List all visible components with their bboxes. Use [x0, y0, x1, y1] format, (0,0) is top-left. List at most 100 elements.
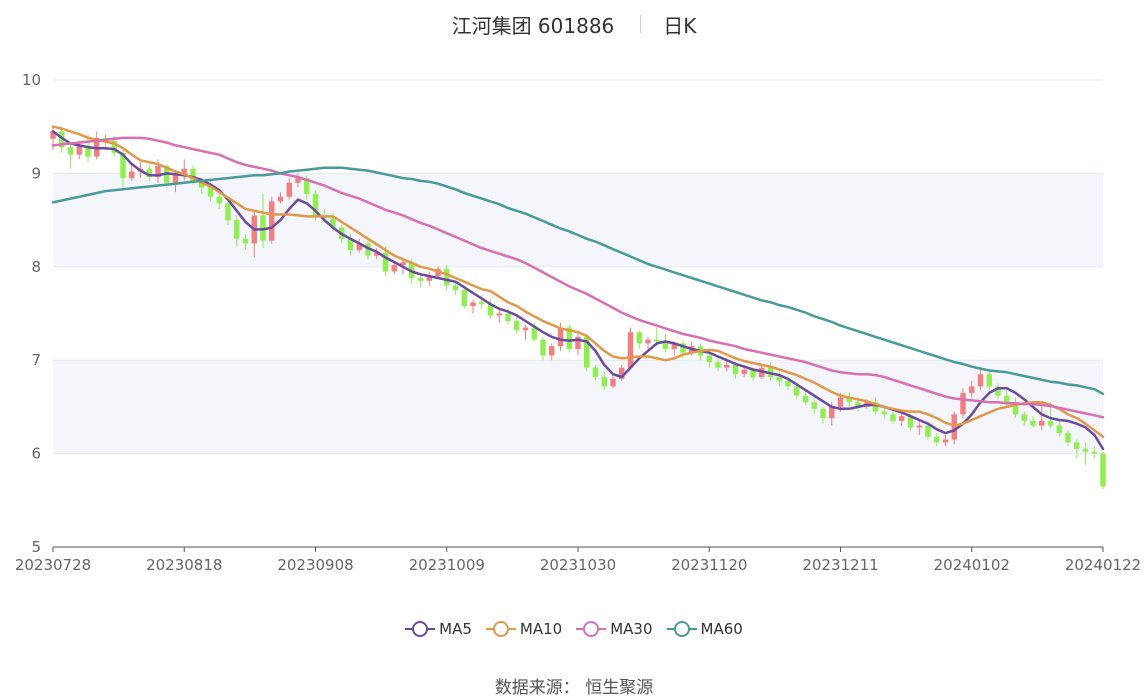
candle-body	[934, 436, 940, 443]
candle-body	[347, 238, 354, 250]
candle-body	[776, 377, 782, 381]
candle-body	[741, 369, 747, 375]
legend-item-ma30[interactable]: MA30	[576, 620, 653, 638]
legend-label-ma10: MA10	[519, 620, 563, 638]
candle-body	[1100, 453, 1106, 487]
candle-body	[111, 140, 117, 153]
candle-body	[960, 392, 966, 415]
candle-body	[312, 193, 319, 216]
candle-body	[995, 386, 1001, 396]
candle-body	[207, 187, 214, 197]
candle-body	[382, 252, 389, 272]
x-tick-label: 20240102	[934, 556, 1010, 574]
candle-body	[951, 414, 957, 440]
x-tick-label: 20231009	[409, 556, 485, 574]
candle-body	[225, 203, 231, 221]
candle-body	[479, 302, 485, 305]
candle-body	[925, 425, 931, 437]
x-tick-label: 20240122	[1065, 556, 1141, 574]
legend-swatch-ma30	[576, 621, 607, 637]
candle-body	[391, 264, 397, 272]
candle-body	[1021, 414, 1027, 421]
candle-body	[1030, 420, 1036, 426]
candle-body	[890, 414, 896, 421]
candle-body	[724, 364, 730, 368]
candle-body	[1056, 425, 1062, 434]
candle-body	[557, 327, 564, 347]
candle-body	[662, 341, 669, 349]
candle-body	[531, 327, 537, 340]
candle-body	[356, 243, 362, 250]
y-tick-label: 9	[31, 164, 41, 182]
legend-item-ma10[interactable]: MA10	[485, 620, 563, 638]
candle-body	[1082, 448, 1089, 452]
candle-body	[400, 262, 406, 265]
candle-body	[566, 327, 572, 349]
candle-body	[627, 332, 634, 368]
candle-body	[575, 336, 581, 349]
candle-body	[444, 268, 450, 286]
candle-body	[1074, 442, 1080, 449]
series-line-ma10	[51, 125, 1105, 439]
candle-body	[706, 355, 712, 363]
candle-body	[671, 343, 677, 349]
title-separator	[640, 15, 642, 33]
x-tick-label: 20231030	[540, 556, 616, 574]
candle-body	[146, 168, 152, 178]
legend-label-ma30: MA30	[610, 620, 653, 638]
candle-body	[50, 131, 56, 139]
candle-body	[942, 439, 949, 443]
candle-body	[592, 367, 599, 378]
candle-body	[732, 364, 739, 375]
candle-body	[654, 339, 660, 342]
candle-body	[1012, 402, 1019, 415]
candle-body	[715, 362, 721, 368]
candle-body	[1091, 451, 1097, 454]
chart-title: 江河集团 601886	[451, 13, 615, 38]
legend-item-ma60[interactable]: MA60	[666, 620, 743, 638]
candle-body	[181, 168, 187, 176]
candle-body	[986, 374, 992, 387]
candle-body	[977, 374, 984, 387]
candle-body	[636, 332, 642, 344]
legend-circle-ma60	[673, 621, 690, 637]
candle-body	[172, 175, 179, 183]
candle-body	[1065, 433, 1071, 443]
candle-body	[584, 336, 590, 368]
candle-body	[417, 278, 424, 281]
candle-body	[199, 180, 205, 188]
candle-body	[234, 220, 240, 239]
legend-item-ma5[interactable]: MA5	[405, 620, 472, 638]
series-line-ma30	[51, 136, 1105, 419]
y-tick-label: 7	[31, 351, 41, 369]
candle-body	[85, 145, 91, 157]
candle-body	[872, 402, 879, 412]
candle-body	[549, 346, 555, 356]
x-tick-label: 20230728	[15, 556, 91, 574]
candle-body	[907, 416, 914, 428]
candle-body	[820, 408, 826, 419]
candle-body	[304, 178, 310, 194]
y-tick-label: 8	[31, 258, 41, 276]
candle-body	[374, 252, 380, 256]
candle-body	[277, 196, 284, 202]
candle-body	[242, 238, 249, 244]
candle-body	[286, 182, 292, 197]
candle-body	[846, 397, 852, 403]
candle-body	[295, 178, 301, 183]
candle-body	[260, 215, 266, 241]
candle-body	[155, 165, 161, 178]
candle-body	[452, 285, 459, 291]
candle-body	[899, 416, 905, 421]
candle-body	[426, 276, 432, 281]
candle-body	[750, 369, 756, 378]
candle-body	[487, 304, 494, 316]
candle-body	[785, 380, 791, 387]
candle-body	[881, 411, 887, 415]
legend-label-ma60: MA60	[700, 620, 743, 638]
legend-label-ma5: MA5	[439, 620, 472, 638]
candle-body	[916, 425, 922, 428]
legend-swatch-ma60	[666, 621, 697, 637]
candle-body	[129, 171, 135, 179]
